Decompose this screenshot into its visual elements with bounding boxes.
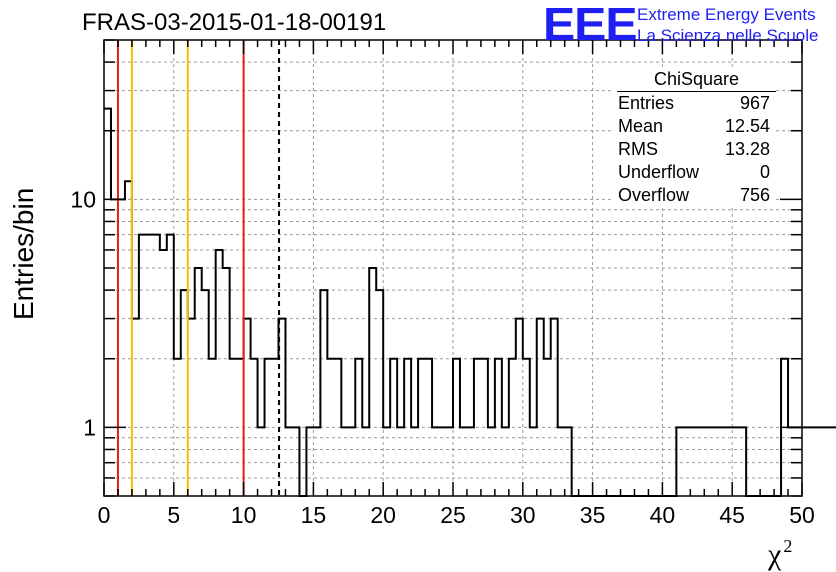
- x-tick-label: 5: [167, 502, 180, 528]
- x-tick-label: 25: [440, 502, 466, 528]
- x-tick-label: 45: [719, 502, 745, 528]
- x-tick-label: 30: [510, 502, 536, 528]
- stats-value: 12.54: [724, 116, 770, 136]
- x-tick-label: 0: [98, 502, 111, 528]
- stats-value: 756: [739, 185, 770, 205]
- x-axis-label-superscript: 2: [783, 536, 793, 556]
- stats-box: ChiSquare Entries 967 Mean 12.54 RMS 13.…: [611, 67, 776, 207]
- x-tick-label: 35: [580, 502, 606, 528]
- stats-title: ChiSquare: [617, 67, 776, 92]
- axes-layer: [103, 39, 803, 497]
- histogram-outline: [104, 107, 836, 497]
- x-tick-label: 15: [301, 502, 327, 528]
- stats-label: Underflow: [618, 162, 700, 182]
- stats-row-mean: Mean 12.54: [611, 115, 776, 138]
- x-axis-label-symbol: χ: [768, 538, 782, 571]
- eee-logo-mark: EEE: [543, 0, 638, 50]
- logo-line-1: Extreme Energy Events: [637, 5, 816, 24]
- x-tick-label: 40: [650, 502, 676, 528]
- x-tick-label: 20: [370, 502, 396, 528]
- stats-label: Overflow: [618, 185, 690, 205]
- histogram-layer: [104, 107, 836, 497]
- threshold-lines-layer: [116, 40, 281, 496]
- stats-row-overflow: Overflow 756: [611, 184, 776, 207]
- y-tick-label: 10: [70, 186, 96, 212]
- tick-labels-layer: 0 5 10 15 20 25 30 35 40 45 50 1 10: [70, 186, 814, 528]
- stats-label: Entries: [618, 93, 675, 113]
- x-tick-label: 50: [789, 502, 815, 528]
- stats-value: 0: [759, 162, 770, 182]
- y-axis-label: Entries/bin: [8, 187, 39, 320]
- y-tick-label: 1: [83, 414, 96, 440]
- chart-title: FRAS-03-2015-01-18-00191: [82, 9, 387, 36]
- stats-label: RMS: [618, 139, 658, 159]
- stats-value: 967: [739, 93, 770, 113]
- stats-row-underflow: Underflow 0: [611, 161, 776, 184]
- stats-label: Mean: [618, 116, 664, 136]
- logo-line-2: La Scienza nelle Scuole: [637, 26, 819, 45]
- stats-row-entries: Entries 967: [611, 92, 776, 115]
- stats-row-rms: RMS 13.28: [611, 138, 776, 161]
- stats-value: 13.28: [724, 139, 770, 159]
- x-tick-label: 10: [231, 502, 257, 528]
